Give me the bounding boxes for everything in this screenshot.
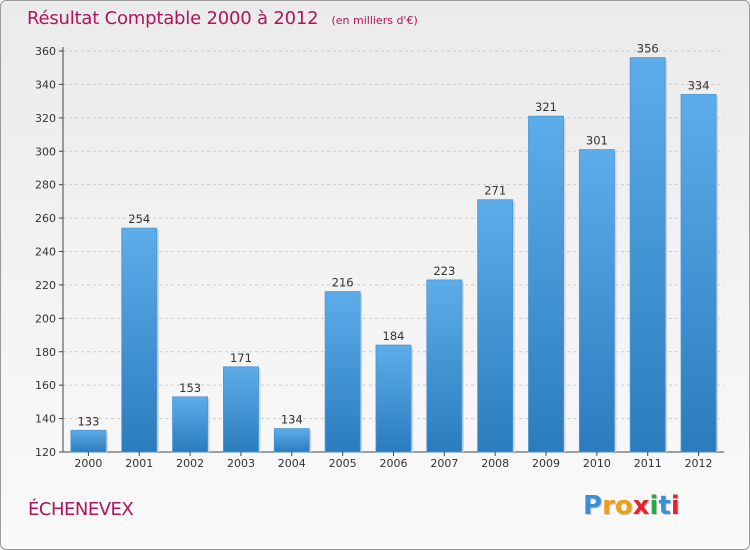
data-label: 254 (128, 212, 150, 226)
logo-letter: i (670, 491, 680, 521)
bar-2006 (375, 344, 412, 453)
data-label: 271 (484, 184, 506, 198)
bar-2002 (172, 396, 209, 453)
x-tick-label: 2003 (227, 457, 255, 470)
logo-letter: x (632, 491, 650, 521)
y-tick-label: 360 (35, 45, 56, 58)
chart-title: Résultat Comptable 2000 à 2012 (27, 8, 319, 29)
bar-2000 (70, 429, 107, 453)
chart-title-block: Résultat Comptable 2000 à 2012 (en milli… (27, 8, 418, 29)
y-tick-label: 200 (35, 312, 56, 325)
y-tick-label: 300 (35, 145, 56, 158)
data-label: 321 (535, 100, 557, 114)
chart-unit-label: (en milliers d'€) (331, 14, 418, 27)
location-name: ÉCHENEVEX (28, 499, 134, 520)
bar-2004 (273, 428, 310, 453)
data-label: 184 (383, 329, 405, 343)
bar-2001 (121, 227, 158, 453)
logo-letter: P (583, 491, 603, 521)
bar-2012 (680, 94, 717, 453)
y-tick-label: 160 (35, 379, 56, 392)
data-label: 133 (77, 414, 99, 428)
y-tick-label: 340 (35, 78, 56, 91)
logo-letter: t (658, 491, 671, 521)
data-label: 223 (433, 264, 455, 278)
x-tick-label: 2001 (125, 457, 153, 470)
logo-letter: o (614, 491, 633, 521)
x-tick-label: 2011 (634, 457, 662, 470)
bar-2003 (223, 366, 259, 453)
x-tick-label: 2002 (176, 457, 204, 470)
x-tick-label: 2004 (278, 457, 306, 470)
x-tick-label: 2006 (380, 457, 408, 470)
y-tick-label: 140 (35, 413, 56, 426)
data-label: 301 (586, 134, 608, 148)
y-tick-label: 220 (35, 279, 56, 292)
x-tick-label: 2010 (583, 457, 611, 470)
bar-2009 (528, 115, 564, 453)
x-tick-label: 2000 (74, 457, 102, 470)
y-tick-label: 180 (35, 346, 56, 359)
x-tick-label: 2007 (430, 457, 458, 470)
x-tick-label: 2008 (481, 457, 509, 470)
x-tick-label: 2012 (685, 457, 713, 470)
bar-2010 (578, 149, 615, 453)
bar-2011 (629, 57, 666, 453)
y-tick-label: 240 (35, 246, 56, 259)
y-tick-label: 260 (35, 212, 56, 225)
data-label: 356 (637, 42, 659, 56)
data-label: 171 (230, 351, 252, 365)
data-label: 334 (688, 78, 710, 92)
y-tick-label: 320 (35, 112, 56, 125)
logo-letter: r (602, 491, 615, 521)
y-tick-label: 120 (35, 446, 56, 459)
x-tick-label: 2009 (532, 457, 560, 470)
bar-2005 (324, 291, 361, 453)
bar-2007 (426, 279, 463, 453)
data-label: 153 (179, 381, 201, 395)
data-label: 134 (281, 413, 303, 427)
logo-letter: i (649, 491, 659, 521)
bar-2008 (477, 199, 514, 453)
x-tick-label: 2005 (329, 457, 357, 470)
y-tick-label: 280 (35, 179, 56, 192)
data-label: 216 (332, 276, 354, 290)
proxiti-logo: Proxiti (583, 491, 680, 521)
